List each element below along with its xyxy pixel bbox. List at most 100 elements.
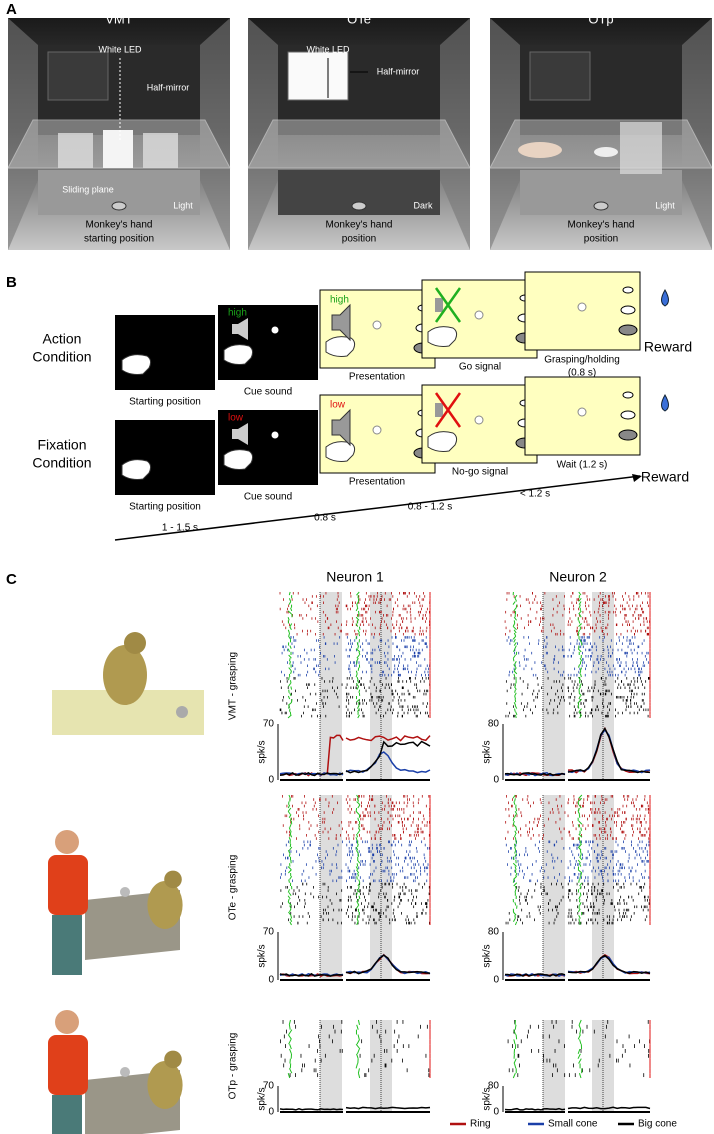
timeline-arrow	[632, 474, 642, 482]
event-marker	[512, 623, 516, 627]
event-marker	[290, 670, 292, 675]
event-marker	[357, 645, 360, 649]
reward-label: Reward	[644, 339, 692, 355]
event-marker	[288, 827, 291, 831]
y-axis-label: spk/s	[257, 944, 268, 967]
y-tick-label: 0	[268, 775, 274, 786]
event-marker	[579, 885, 582, 890]
event-marker	[356, 657, 359, 662]
event-marker	[577, 648, 582, 653]
object-icon	[620, 305, 636, 315]
screen	[47, 51, 109, 101]
event-marker	[578, 692, 582, 697]
event-marker	[512, 862, 517, 867]
event-marker	[578, 604, 581, 608]
event-marker	[356, 705, 360, 709]
event-marker	[287, 898, 290, 903]
panel-label: B	[6, 274, 17, 291]
screen	[529, 51, 591, 101]
event-marker	[358, 626, 361, 630]
event-marker	[577, 824, 580, 828]
y-tick-label: 80	[488, 927, 500, 938]
psth-curve	[345, 740, 431, 774]
cue-word: low	[228, 413, 244, 424]
psth-curve	[279, 771, 344, 777]
psth-curve	[279, 772, 344, 776]
event-marker	[514, 667, 517, 671]
y-tick-label: 70	[263, 719, 275, 730]
event-marker	[288, 1039, 292, 1045]
event-marker	[358, 689, 361, 693]
reward-drop	[661, 394, 669, 412]
event-marker	[577, 859, 582, 864]
event-marker	[357, 1019, 360, 1025]
event-marker	[578, 804, 582, 809]
step-caption: Starting position	[129, 502, 201, 513]
event-marker	[289, 830, 292, 835]
event-marker	[288, 591, 291, 596]
cue-word: high	[330, 295, 349, 306]
event-marker	[356, 654, 360, 659]
event-marker	[514, 902, 517, 906]
event-marker	[356, 921, 359, 926]
event-marker	[513, 664, 517, 668]
neuron-title: Neuron 1	[326, 569, 384, 585]
event-marker	[578, 915, 581, 919]
event-marker	[577, 632, 580, 637]
event-marker	[356, 1053, 359, 1059]
object-tray	[143, 133, 178, 168]
event-marker	[514, 850, 517, 854]
event-marker	[289, 905, 292, 909]
panel-label: A	[6, 1, 17, 18]
half-mirror-plane	[247, 119, 471, 169]
psth-curve	[279, 1108, 344, 1111]
event-marker	[357, 817, 360, 822]
human-torso	[48, 855, 88, 915]
cue-word: high	[228, 308, 247, 319]
fix-point	[474, 415, 484, 425]
event-marker	[289, 918, 293, 922]
event-marker	[512, 817, 515, 822]
object-icon	[618, 324, 638, 336]
object-icon	[622, 286, 634, 294]
event-marker	[579, 667, 583, 671]
event-marker	[356, 679, 360, 684]
y-tick-label: 0	[493, 1107, 499, 1118]
event-marker	[513, 673, 516, 678]
event-marker	[289, 680, 292, 684]
screen-black	[218, 410, 318, 485]
y-axis-label: spk/s	[257, 740, 268, 763]
fix-point	[577, 407, 587, 417]
event-marker	[579, 882, 583, 887]
event-marker	[356, 1024, 359, 1030]
event-marker	[514, 798, 516, 802]
event-marker	[356, 869, 360, 874]
event-marker	[579, 856, 583, 861]
fix-point	[271, 326, 279, 334]
speaker	[238, 318, 248, 340]
y-tick-label: 0	[268, 1107, 274, 1118]
event-marker	[355, 616, 360, 621]
event-marker	[287, 807, 292, 812]
hand-icon	[223, 449, 254, 470]
event-marker	[579, 876, 581, 880]
event-marker	[356, 801, 361, 806]
event-marker	[289, 908, 292, 913]
event-marker	[577, 811, 581, 815]
event-marker	[578, 833, 583, 838]
event-marker	[287, 648, 290, 653]
event-marker	[512, 820, 515, 825]
caption: position	[584, 234, 618, 245]
event-marker	[580, 872, 582, 877]
ball	[120, 887, 130, 897]
event-marker	[513, 1039, 516, 1045]
event-marker	[514, 885, 517, 890]
event-marker	[512, 658, 515, 662]
event-marker	[288, 879, 290, 883]
event-marker	[357, 708, 361, 712]
event-marker	[356, 898, 359, 903]
label: Sliding plane	[62, 184, 114, 194]
fix-point	[474, 310, 484, 320]
event-marker	[514, 853, 518, 857]
condition-label: Condition	[32, 455, 91, 471]
